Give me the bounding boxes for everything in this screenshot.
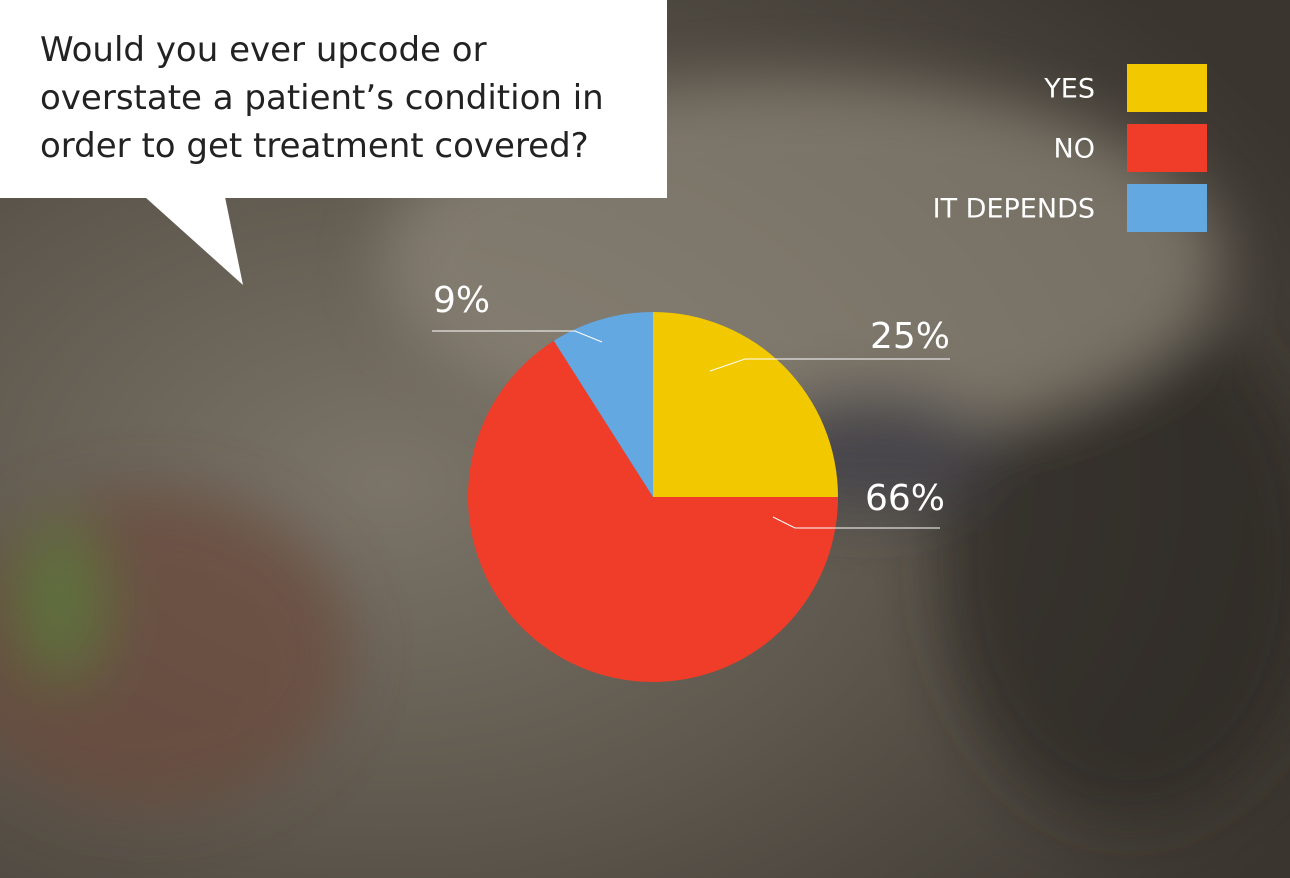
legend-swatch [1127, 184, 1207, 232]
speech-bubble [0, 0, 667, 198]
pie-slice [468, 340, 838, 682]
legend-label: NO [1054, 134, 1095, 165]
legend: YES NO IT DEPENDS [933, 64, 1207, 232]
data-label: 66% [865, 478, 945, 519]
pie-slice [653, 312, 838, 497]
leader-line [772, 516, 940, 529]
pie-slice [553, 312, 653, 497]
legend-swatch [1127, 124, 1207, 172]
pie: 25% 66% 9% [432, 280, 950, 682]
data-label: 9% [433, 280, 490, 321]
leader-line [432, 330, 603, 343]
chart-title: Would you ever upcode or overstate a pat… [40, 30, 604, 166]
data-label: 25% [870, 316, 950, 357]
legend-swatch [1127, 64, 1207, 112]
leader-line [709, 358, 950, 372]
legend-label: YES [1043, 74, 1095, 105]
speech-bubble-tail [145, 197, 243, 285]
legend-label: IT DEPENDS [933, 194, 1095, 225]
